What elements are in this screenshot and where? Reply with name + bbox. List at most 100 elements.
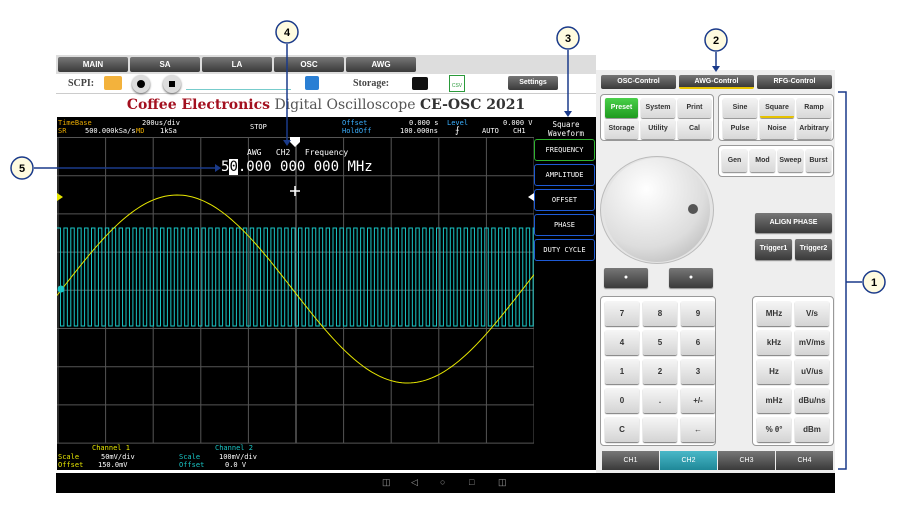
- tab-awg[interactable]: AWG: [346, 57, 416, 72]
- ch2-scale-label: Scale: [179, 453, 201, 461]
- volume-up-icon[interactable]: ◫: [498, 477, 507, 487]
- selected-digit[interactable]: 0: [229, 159, 238, 175]
- ch1-marker: [57, 193, 63, 201]
- keypad-key[interactable]: 2: [643, 359, 677, 384]
- keypad-key[interactable]: 6: [681, 330, 715, 355]
- trigger-level-marker: [528, 193, 534, 201]
- run-status[interactable]: STOP: [250, 123, 267, 131]
- unit-key[interactable]: Hz: [757, 359, 791, 384]
- square-button[interactable]: Square: [760, 98, 794, 118]
- unit-key[interactable]: mV/ms: [795, 330, 829, 355]
- callout-circle: [704, 28, 728, 52]
- back-icon[interactable]: ◁: [411, 477, 418, 487]
- phase-button[interactable]: PHASE: [534, 214, 595, 236]
- keypad-key[interactable]: .: [643, 388, 677, 413]
- tab-osc[interactable]: OSC: [274, 57, 344, 72]
- left-arrow-button[interactable]: ●: [604, 268, 648, 288]
- right-arrow-button[interactable]: ●: [669, 268, 713, 288]
- amplitude-button[interactable]: AMPLITUDE: [534, 164, 595, 186]
- tab-rfg-control[interactable]: RFG-Control: [757, 75, 832, 89]
- sr-label: SR: [58, 127, 67, 135]
- ch1-scale: 50mV/div: [101, 453, 135, 461]
- tab-sa[interactable]: SA: [130, 57, 200, 72]
- keypad-key[interactable]: 3: [681, 359, 715, 384]
- cal-button[interactable]: Cal: [678, 119, 711, 139]
- keypad-key[interactable]: [643, 417, 677, 442]
- tab-la[interactable]: LA: [202, 57, 272, 72]
- system-button[interactable]: System: [641, 98, 675, 118]
- pulse-button[interactable]: Pulse: [723, 119, 757, 139]
- stop-button[interactable]: [163, 75, 181, 93]
- ramp-button[interactable]: Ramp: [797, 98, 831, 118]
- print-button[interactable]: Print: [678, 98, 711, 118]
- unit-key[interactable]: % θ°: [757, 417, 791, 442]
- save-icon[interactable]: [305, 76, 319, 90]
- burst-button[interactable]: Burst: [806, 149, 831, 172]
- gen-button[interactable]: Gen: [722, 149, 747, 172]
- callout-circle: [10, 156, 34, 180]
- sweep-button[interactable]: Sweep: [778, 149, 803, 172]
- keypad-key[interactable]: 5: [643, 330, 677, 355]
- unit-key[interactable]: uV/us: [795, 359, 829, 384]
- callout-1-bracket: [838, 91, 862, 470]
- frequency-button[interactable]: FREQUENCY: [534, 139, 595, 161]
- unit-key[interactable]: mHz: [757, 388, 791, 413]
- keypad-key[interactable]: ←: [681, 417, 715, 442]
- sine-button[interactable]: Sine: [723, 98, 757, 118]
- unit-key[interactable]: dBm: [795, 417, 829, 442]
- preset-button[interactable]: Preset: [605, 98, 638, 118]
- camera-icon[interactable]: [412, 77, 428, 90]
- channel-tab-ch2[interactable]: CH2: [660, 451, 717, 470]
- tab-osc-control[interactable]: OSC-Control: [601, 75, 676, 89]
- toolbar: SCPI: Storage: CSV Settings: [56, 74, 596, 94]
- keypad-key[interactable]: 7: [605, 301, 639, 326]
- settings-button[interactable]: Settings: [508, 76, 558, 90]
- align-phase-button[interactable]: ALIGN PHASE: [755, 213, 832, 233]
- ch2-name: Channel 2: [215, 444, 253, 452]
- mod-button[interactable]: Mod: [750, 149, 775, 172]
- volume-down-icon[interactable]: ◫: [382, 477, 391, 487]
- trigger2-button[interactable]: Trigger2: [795, 239, 832, 260]
- record-button[interactable]: [132, 75, 150, 93]
- ch2-marker: [57, 285, 65, 293]
- storage-label: Storage:: [353, 78, 390, 89]
- keypad-key[interactable]: 4: [605, 330, 639, 355]
- rising-edge-icon: ⨍: [455, 126, 460, 136]
- noise-button[interactable]: Noise: [760, 119, 794, 139]
- storage-button[interactable]: Storage: [605, 119, 638, 139]
- scpi-input[interactable]: [186, 89, 291, 90]
- keypad-key[interactable]: +/-: [681, 388, 715, 413]
- open-folder-icon[interactable]: [104, 76, 122, 90]
- channel-tab-ch3[interactable]: CH3: [718, 451, 775, 470]
- frequency-value[interactable]: 50.000 000 000 MHz: [221, 159, 373, 175]
- duty-cycle-button[interactable]: DUTY CYCLE: [534, 239, 595, 261]
- trigger1-button[interactable]: Trigger1: [755, 239, 792, 260]
- arbitrary-button[interactable]: Arbitrary: [797, 119, 831, 139]
- keypad-key[interactable]: 1: [605, 359, 639, 384]
- unit-key[interactable]: dBu/ns: [795, 388, 829, 413]
- callout-number: 1: [871, 277, 877, 289]
- keypad-key[interactable]: C: [605, 417, 639, 442]
- keypad-key[interactable]: 0: [605, 388, 639, 413]
- keypad-key[interactable]: 9: [681, 301, 715, 326]
- rotary-knob[interactable]: [604, 158, 710, 262]
- awg-channel: CH2: [275, 148, 291, 157]
- callout-number: 4: [284, 27, 291, 39]
- csv-icon[interactable]: CSV: [449, 75, 465, 92]
- home-icon[interactable]: ○: [440, 477, 446, 487]
- utility-button[interactable]: Utility: [641, 119, 675, 139]
- top-nav: MAIN SA LA OSC AWG: [56, 55, 596, 74]
- offset-button[interactable]: OFFSET: [534, 189, 595, 211]
- recents-icon[interactable]: □: [469, 477, 475, 487]
- keypad-key[interactable]: 8: [643, 301, 677, 326]
- tab-main[interactable]: MAIN: [58, 57, 128, 72]
- unit-key[interactable]: V/s: [795, 301, 829, 326]
- channel-tab-ch4[interactable]: CH4: [776, 451, 833, 470]
- channel-tab-ch1[interactable]: CH1: [602, 451, 659, 470]
- unit-key[interactable]: kHz: [757, 330, 791, 355]
- unit-key[interactable]: MHz: [757, 301, 791, 326]
- android-nav-bar: ◫ ◁ ○ □ ◫: [56, 473, 835, 493]
- tab-awg-control[interactable]: AWG-Control: [679, 75, 754, 89]
- callout-number: 3: [565, 33, 571, 45]
- level-label: Level: [447, 119, 469, 127]
